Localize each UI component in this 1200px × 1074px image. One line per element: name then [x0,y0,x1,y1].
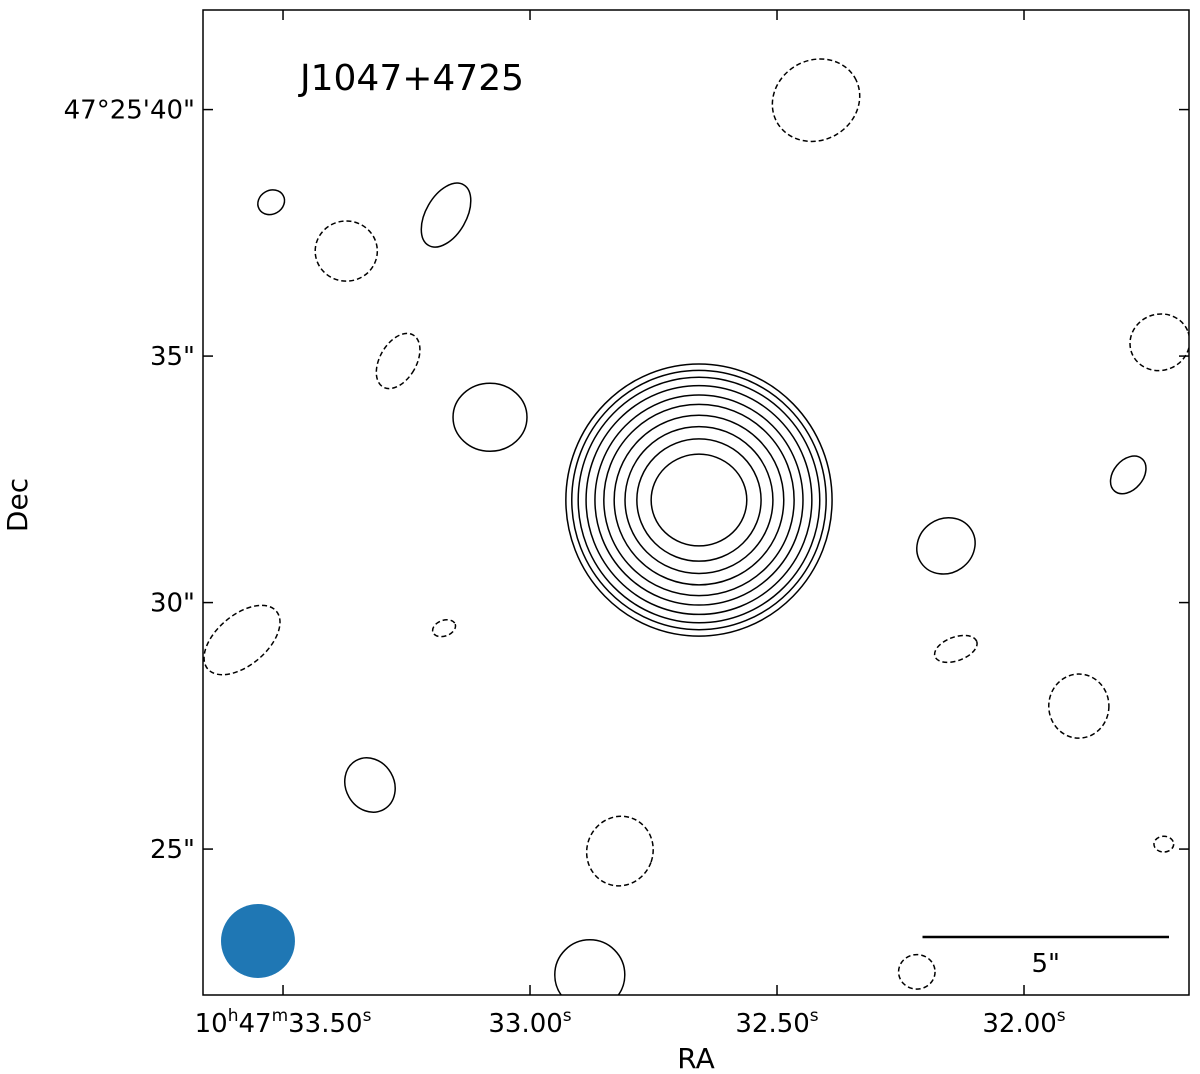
contour [613,414,785,586]
contour [577,376,821,624]
y-tick-label: 30" [150,589,195,619]
contour [452,382,528,452]
contour [565,363,833,637]
contour [571,369,827,631]
x-tick-label: 32.00s [982,1006,1065,1039]
contour [636,438,762,562]
contour [771,58,861,143]
x-axis-label: RA [677,1042,714,1074]
contour [554,939,626,995]
y-tick-label: 35" [150,342,195,372]
scale-bar-label: 5" [1031,949,1060,979]
contour [585,815,654,887]
contour [1129,313,1189,372]
x-tick-label: 32.50s [735,1006,818,1039]
chart-title: J1047+4725 [298,58,524,99]
contour [420,182,472,248]
contour [257,189,286,216]
y-axis-label: Dec [1,478,34,532]
contour [897,953,936,990]
contour [203,604,281,676]
contour-layer [203,58,1189,995]
x-tick-label: 33.00s [488,1006,571,1039]
y-tick-label: 25" [150,835,195,865]
contour [1048,673,1110,739]
contour [585,384,813,616]
contour [624,425,774,575]
contour [1153,835,1175,853]
contour [916,517,976,575]
contour [314,220,379,282]
contour [431,619,457,638]
contour [650,453,748,547]
beam [221,904,295,978]
y-tick-label: 47°25'40" [64,96,195,126]
contour [603,403,795,597]
x-tick-label: 10h47m33.50s [195,1006,372,1039]
contour [375,332,421,390]
contour [594,394,804,606]
plot-frame [202,9,1190,996]
contour [344,757,396,813]
contour [1109,455,1147,495]
contour [933,634,978,664]
